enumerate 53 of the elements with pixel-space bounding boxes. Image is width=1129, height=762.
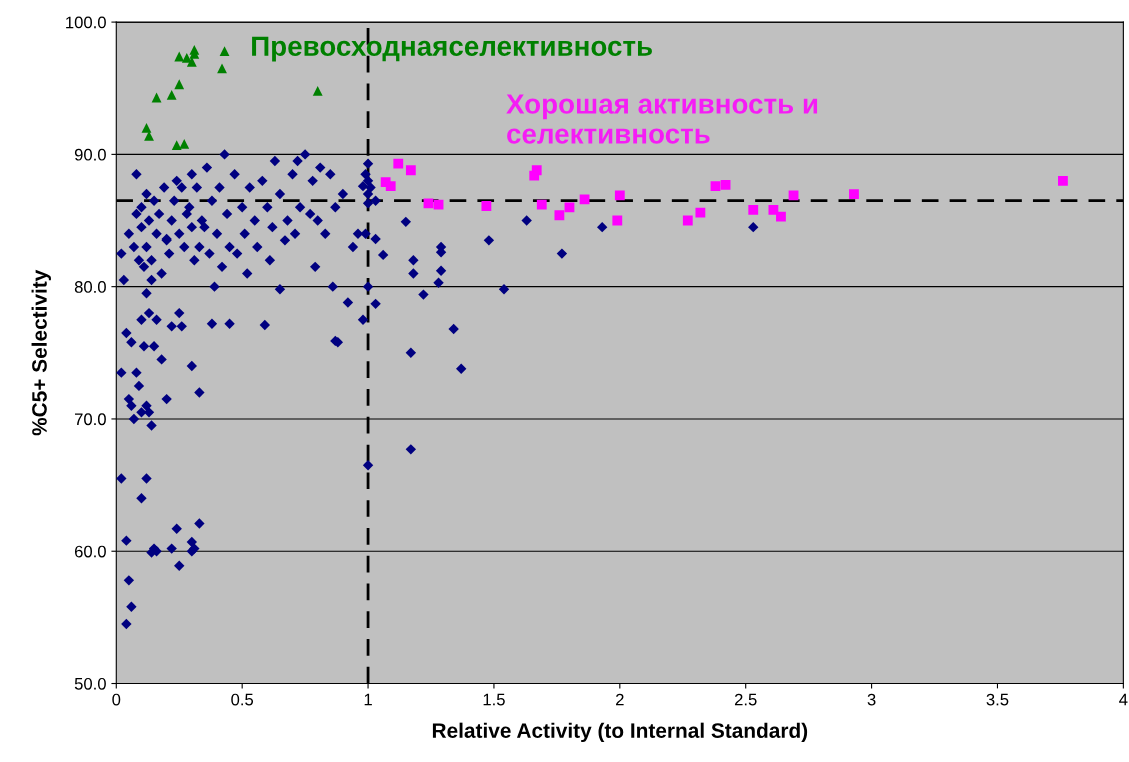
y-tick-label: 80.0	[74, 281, 106, 293]
point	[481, 201, 492, 211]
point	[776, 211, 786, 222]
point	[151, 92, 162, 103]
point	[174, 51, 185, 62]
point	[536, 199, 547, 210]
point	[312, 85, 323, 96]
x-tick-label: 2.5	[734, 693, 757, 706]
point	[682, 215, 693, 226]
x-axis-title: Relative Activity (to Internal Standard)	[432, 722, 808, 743]
point	[564, 202, 575, 213]
point	[385, 181, 396, 192]
point	[788, 190, 799, 201]
x-tick-label: 3.5	[986, 693, 1009, 706]
point	[433, 199, 444, 210]
x-tick-label: 1	[364, 693, 372, 706]
point	[189, 44, 200, 55]
point	[720, 179, 731, 190]
x-tick-label: 0.5	[231, 693, 254, 706]
point	[174, 79, 185, 90]
y-axis-title: %C5+ Selectivity	[31, 269, 51, 436]
y-tick-label: 70.0	[74, 413, 106, 426]
point	[531, 165, 542, 176]
point	[217, 63, 227, 74]
point	[849, 189, 859, 199]
point	[614, 190, 625, 201]
point	[768, 205, 779, 215]
point	[612, 215, 623, 226]
point	[710, 181, 721, 192]
point	[166, 89, 177, 100]
y-tick-label: 60.0	[74, 545, 106, 558]
y-tick-label: 50.0	[74, 677, 106, 690]
x-tick-label: 3	[867, 693, 876, 706]
point	[219, 46, 230, 57]
point	[1058, 175, 1068, 186]
x-tick-label: 4	[1119, 693, 1128, 706]
point	[554, 210, 565, 221]
point	[179, 138, 190, 149]
point	[579, 194, 590, 205]
y-tick-label: 100.0	[66, 16, 106, 29]
annotation: Превосходнаяселективность	[252, 36, 652, 62]
x-tick-label: 0	[112, 693, 121, 706]
point	[695, 207, 706, 218]
point	[748, 205, 759, 215]
annotation: Хорошая активность и селективность	[506, 94, 818, 144]
y-tick-label: 90.0	[74, 148, 106, 161]
point	[405, 165, 416, 176]
point	[423, 198, 434, 209]
point	[393, 158, 404, 169]
point	[171, 140, 182, 151]
x-tick-label: 1.5	[483, 693, 505, 706]
x-tick-label: 2	[616, 693, 624, 706]
point	[141, 123, 152, 133]
